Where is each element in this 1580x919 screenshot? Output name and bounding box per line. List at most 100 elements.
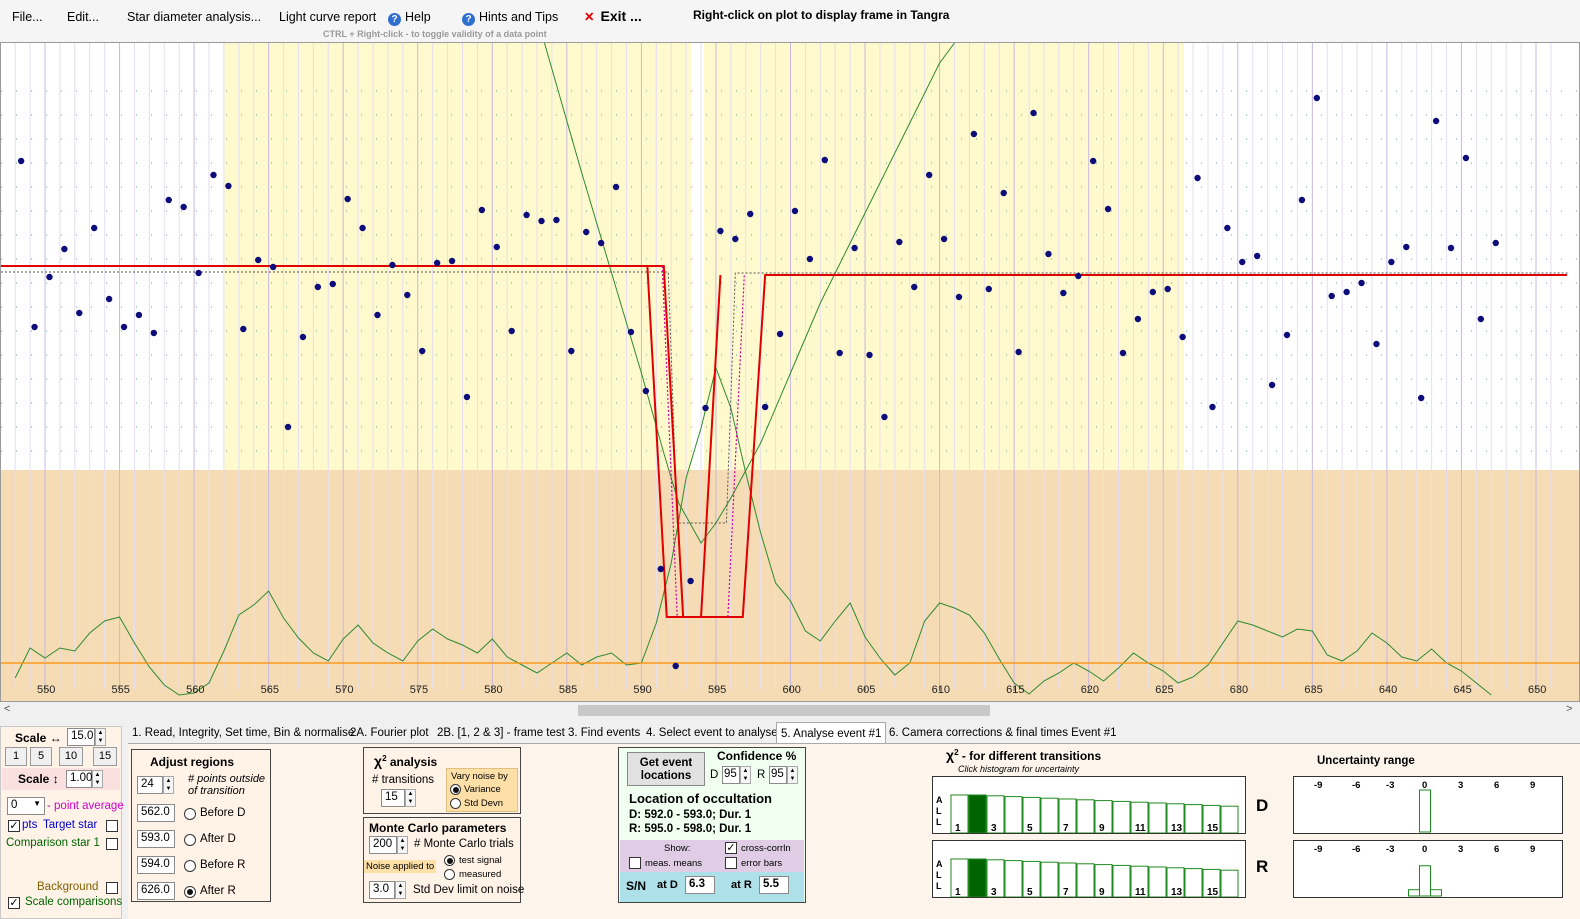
before-r-label: Before R bbox=[200, 859, 246, 871]
x-tick-label: 625 bbox=[1155, 684, 1173, 696]
menu-edit[interactable]: Edit... bbox=[67, 10, 99, 24]
tab-analyse-event[interactable]: 5. Analyse event #1 bbox=[776, 722, 887, 743]
menu-exit[interactable]: ✕ Exit ... bbox=[584, 8, 642, 24]
data-point bbox=[1045, 250, 1052, 258]
model-lightcurve-limit-line bbox=[646, 265, 722, 618]
scale-comparisons-checkbox[interactable]: ✓ bbox=[8, 897, 20, 909]
data-point bbox=[568, 347, 575, 355]
tab-find-events[interactable]: 3. Find events bbox=[568, 727, 641, 739]
data-point bbox=[1283, 331, 1291, 339]
plot-canvas[interactable]: 550 555 560 565 570 575 580 585 590 595 600 605 610 6… bbox=[1, 43, 1579, 701]
after-r-input[interactable]: 626.0 bbox=[137, 882, 175, 900]
pts-checkbox[interactable]: ✓ bbox=[8, 820, 20, 832]
before-d-input[interactable]: 562.0 bbox=[137, 804, 175, 822]
menu-light-curve-report[interactable]: Light curve report bbox=[279, 10, 377, 24]
points-outside-input[interactable]: 24 bbox=[137, 776, 163, 794]
scroll-thumb[interactable] bbox=[578, 705, 990, 716]
scale-preset-1[interactable]: 1 bbox=[5, 747, 27, 766]
monte-carlo-trials-input[interactable]: 200 bbox=[369, 836, 397, 854]
scroll-left-icon[interactable]: < bbox=[4, 703, 11, 715]
histogram-bar bbox=[1076, 799, 1095, 834]
transitions-spinner[interactable]: ▲ ▼ bbox=[405, 789, 416, 807]
menu-file[interactable]: File... bbox=[12, 10, 43, 24]
target-star-checkbox[interactable] bbox=[106, 820, 118, 832]
data-point bbox=[225, 182, 232, 190]
data-point bbox=[1388, 258, 1395, 266]
scale-v-spinner[interactable]: ▲ ▼ bbox=[92, 770, 103, 788]
variance-radio[interactable] bbox=[450, 784, 461, 795]
confidence-d-spinner[interactable]: ▲ ▼ bbox=[740, 766, 751, 784]
chi2-hist-title-sup: 2 bbox=[954, 748, 959, 757]
x-tick-label: 565 bbox=[261, 684, 279, 696]
data-point bbox=[1447, 244, 1455, 252]
menu-hints[interactable]: ? Hints and Tips bbox=[462, 10, 558, 26]
tab-frame-test[interactable]: 2B. [1, 2 & 3] - frame test bbox=[437, 727, 565, 739]
menu-star-diameter[interactable]: Star diameter analysis... bbox=[127, 10, 262, 24]
confidence-r-input[interactable]: 95 bbox=[769, 766, 787, 784]
uncertainty-bar bbox=[1430, 889, 1442, 897]
data-point bbox=[791, 207, 799, 215]
pts-label: pts bbox=[22, 819, 38, 831]
after-r-radio[interactable] bbox=[184, 886, 196, 898]
data-point bbox=[1268, 381, 1276, 389]
data-point bbox=[732, 235, 739, 243]
monte-carlo-trials-spinner[interactable]: ▲ ▼ bbox=[397, 836, 408, 854]
scale-h-input[interactable]: 15.0 bbox=[67, 728, 95, 746]
data-point bbox=[463, 393, 471, 401]
menu-help[interactable]: ? Help bbox=[388, 10, 431, 26]
get-event-locations-button[interactable]: Get event locations bbox=[627, 752, 705, 786]
std-devn-label: Std Devn bbox=[464, 798, 504, 809]
noise-limit-input[interactable]: 3.0 bbox=[369, 881, 395, 899]
data-point bbox=[433, 259, 441, 267]
uncertainty-x-label: 3 bbox=[1458, 844, 1463, 855]
light-curve-plot[interactable]: 550 555 560 565 570 575 580 585 590 595 600 605 610 6… bbox=[0, 42, 1580, 702]
scale-h-spinner[interactable]: ▲ ▼ bbox=[95, 728, 106, 746]
data-point bbox=[955, 293, 963, 301]
meas-means-checkbox[interactable] bbox=[629, 857, 641, 869]
before-r-input[interactable]: 594.0 bbox=[137, 856, 175, 874]
hist-x-label: 7 bbox=[1063, 887, 1069, 897]
cross-corr-checkbox[interactable]: ✓ bbox=[725, 842, 737, 854]
chi2-histogram-d[interactable]: A L L 1 3 5 7 9 11 13 15 bbox=[932, 776, 1246, 834]
scale-preset-10[interactable]: 10 bbox=[59, 747, 83, 766]
data-point bbox=[642, 387, 650, 395]
comparison-star-checkbox[interactable] bbox=[106, 838, 118, 850]
confidence-r-spinner[interactable]: ▲ ▼ bbox=[787, 766, 798, 784]
uncertainty-x-label: 0 bbox=[1422, 844, 1427, 855]
uncertainty-x-label: -9 bbox=[1314, 844, 1322, 855]
hist-x-label: 5 bbox=[1027, 887, 1033, 897]
histogram-bar bbox=[1148, 802, 1167, 834]
tab-fourier-plot[interactable]: 2A. Fourier plot bbox=[350, 727, 429, 739]
before-r-radio[interactable] bbox=[184, 860, 196, 872]
background-checkbox[interactable] bbox=[106, 882, 118, 894]
data-point bbox=[1179, 333, 1186, 341]
confidence-d-input[interactable]: 95 bbox=[722, 766, 740, 784]
chi2-histogram-r[interactable]: A L L 1 3 5 7 9 11 13 15 bbox=[932, 840, 1246, 898]
transitions-input[interactable]: 15 bbox=[381, 789, 405, 807]
tab-select-event[interactable]: 4. Select event to analyse bbox=[646, 727, 778, 739]
uncertainty-x-label: 6 bbox=[1494, 844, 1499, 855]
after-d-radio[interactable] bbox=[184, 834, 196, 846]
measured-radio[interactable] bbox=[444, 869, 455, 880]
tab-camera-corrections[interactable]: 6. Camera corrections & final times Even… bbox=[889, 727, 1117, 739]
adjust-regions-group: Adjust regions 24 ▲ ▼ # points outside of… bbox=[131, 749, 271, 902]
std-devn-radio[interactable] bbox=[450, 798, 461, 809]
scale-preset-15[interactable]: 15 bbox=[93, 747, 117, 766]
before-d-radio[interactable] bbox=[184, 808, 196, 820]
scroll-right-icon[interactable]: > bbox=[1566, 703, 1573, 715]
scale-v-input[interactable]: 1.00 bbox=[66, 770, 92, 788]
tab-read-integrity[interactable]: 1. Read, Integrity, Set time, Bin & norm… bbox=[132, 727, 355, 739]
after-d-input[interactable]: 593.0 bbox=[137, 830, 175, 848]
hist-x-label: 11 bbox=[1135, 823, 1146, 833]
scale-preset-5[interactable]: 5 bbox=[30, 747, 52, 766]
error-bars-checkbox[interactable] bbox=[725, 857, 737, 869]
transitions-label: # transitions bbox=[372, 774, 435, 786]
plot-horizontal-scrollbar[interactable]: < > bbox=[0, 702, 1580, 719]
point-average-select[interactable]: 0 ▼ bbox=[7, 797, 45, 815]
uncertainty-x-label: 9 bbox=[1530, 780, 1535, 791]
noise-limit-spinner[interactable]: ▲ ▼ bbox=[395, 881, 406, 899]
points-outside-spinner[interactable]: ▲ ▼ bbox=[163, 776, 174, 794]
test-signal-radio[interactable] bbox=[444, 855, 455, 866]
